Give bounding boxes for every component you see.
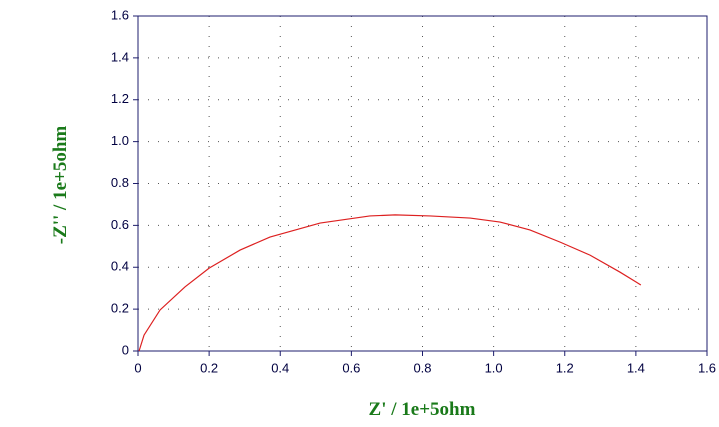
- x-tick-label: 0: [134, 360, 141, 375]
- y-axis-title: -Z'' / 1e+5ohm: [50, 126, 71, 245]
- x-tick-label: 1.2: [556, 360, 574, 375]
- plot-frame: [137, 15, 708, 352]
- x-tick-label: 1.0: [485, 360, 503, 375]
- x-axis-title: Z' / 1e+5ohm: [369, 399, 476, 420]
- y-tick-label: 0.8: [111, 175, 129, 190]
- x-tick-label: 0.4: [271, 360, 289, 375]
- x-tick-label: 0.8: [413, 360, 431, 375]
- x-tick-label: 0.2: [200, 360, 218, 375]
- y-tick-label: 0.2: [111, 301, 129, 316]
- x-tick-label: 1.4: [627, 360, 645, 375]
- x-tick-label: 0.6: [342, 360, 360, 375]
- y-tick-label: 1.6: [111, 7, 129, 22]
- y-tick-label: 0.4: [111, 259, 129, 274]
- x-tick-label: 1.6: [698, 360, 716, 375]
- y-tick-label: 1.2: [111, 91, 129, 106]
- y-tick-label: 0.6: [111, 217, 129, 232]
- y-tick-label: 0: [122, 342, 129, 357]
- data-line: [138, 214, 642, 352]
- y-tick-label: 1.4: [111, 49, 129, 64]
- y-tick-label: 1.0: [111, 133, 129, 148]
